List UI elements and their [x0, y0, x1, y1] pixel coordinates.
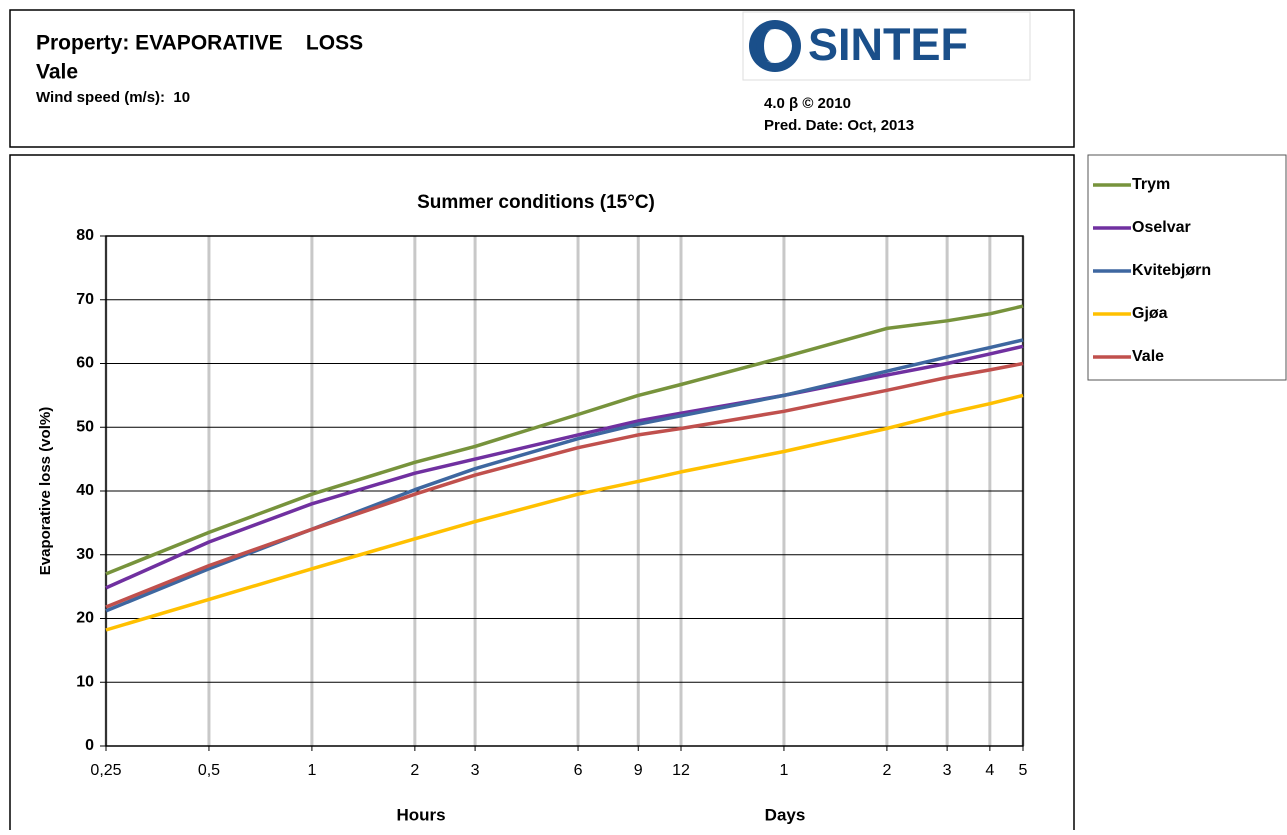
plot-frame [105, 235, 1024, 747]
wind-speed: Wind speed (m/s): 10 [36, 89, 190, 106]
logo-icon [756, 30, 772, 62]
y-tick-label: 10 [76, 673, 94, 690]
x-tick-label: 0,25 [90, 762, 121, 779]
y-tick-label: 80 [76, 227, 94, 244]
y-tick-label: 20 [76, 610, 94, 627]
x-tick-label: 3 [471, 762, 480, 779]
series-line [105, 361, 1024, 609]
y-tick-label: 50 [76, 418, 94, 435]
x-tick-label: 1 [779, 762, 788, 779]
series-line [105, 344, 1024, 590]
x-tick-label: 0,5 [198, 762, 220, 779]
y-tick-label: 0 [85, 737, 94, 754]
x-tick-label: 1 [307, 762, 316, 779]
legend-label: Trym [1132, 176, 1170, 193]
y-tick-label: 60 [76, 355, 94, 372]
legend-label: Kvitebjørn [1132, 262, 1211, 279]
header-title: Property: EVAPORATIVE LOSS [36, 32, 363, 55]
x-group-label: Days [765, 805, 806, 824]
logo-text: SINTEF [808, 19, 968, 70]
pred-date: Pred. Date: Oct, 2013 [764, 117, 914, 134]
x-tick-label: 4 [985, 762, 994, 779]
series-line [105, 304, 1024, 576]
x-tick-label: 5 [1019, 762, 1028, 779]
logo-icon [758, 29, 792, 63]
x-tick-label: 3 [943, 762, 952, 779]
y-tick-label: 40 [76, 482, 94, 499]
x-tick-label: 6 [574, 762, 583, 779]
y-axis-label: Evaporative loss (vol%) [37, 407, 54, 575]
chart-title: Summer conditions (15°C) [417, 192, 655, 213]
legend-label: Gjøa [1132, 305, 1168, 322]
series-line [105, 393, 1024, 632]
chart-box [9, 154, 1075, 835]
legend-label: Oselvar [1132, 219, 1191, 236]
oil-name: Vale [36, 61, 78, 84]
version: 4.0 β © 2010 [764, 95, 851, 112]
x-tick-label: 2 [882, 762, 891, 779]
y-tick-label: 30 [76, 546, 94, 563]
x-tick-label: 9 [634, 762, 643, 779]
x-group-label: Hours [396, 805, 445, 824]
x-tick-label: 2 [410, 762, 419, 779]
y-tick-label: 70 [76, 291, 94, 308]
legend-box [1087, 154, 1287, 381]
legend-label: Vale [1132, 348, 1164, 365]
x-tick-label: 12 [672, 762, 690, 779]
